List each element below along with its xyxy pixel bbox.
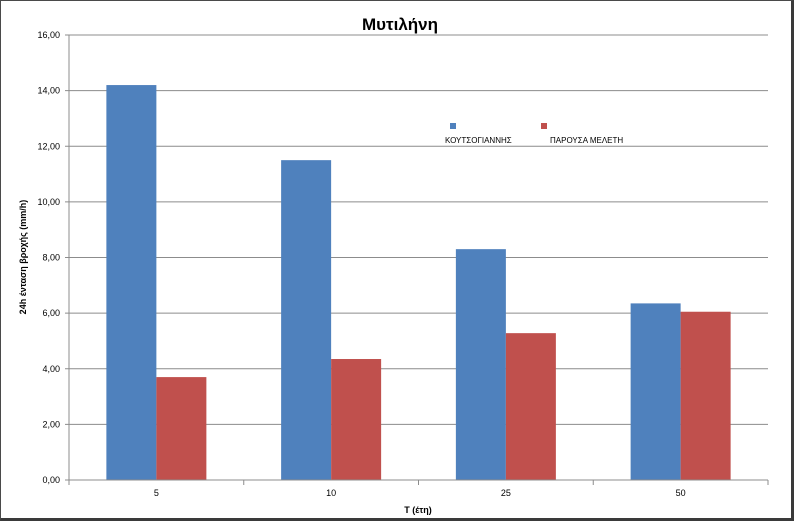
bar [680, 311, 731, 480]
legend-label: ΚΟΥΤΣΟΓΙΑΝΝΗΣ [445, 136, 512, 145]
legend: ΚΟΥΤΣΟΓΙΑΝΝΗΣ ΠΑΡΟΥΣΑ ΜΕΛΕΤΗ [445, 123, 623, 145]
x-axis-label: T (έτη) [404, 505, 432, 515]
legend-swatch [541, 123, 547, 129]
bar [156, 377, 207, 480]
x-tick-labels: 5 10 25 50 [68, 480, 769, 498]
y-tick-label: 8,00 [42, 253, 60, 263]
y-tick-label: 14,00 [37, 86, 60, 96]
y-tick-labels: 0,00 2,00 4,00 6,00 8,00 10,00 12,00 14,00 16,00 [37, 30, 60, 485]
legend-swatch [450, 123, 456, 129]
y-tick-label: 16,00 [37, 30, 60, 40]
x-tick-label: 10 [326, 488, 336, 498]
legend-label: ΠΑΡΟΥΣΑ ΜΕΛΕΤΗ [550, 136, 623, 145]
y-tick-label: 12,00 [37, 141, 60, 151]
bar [630, 303, 681, 480]
bar [455, 249, 506, 480]
y-tick-label: 4,00 [42, 364, 60, 374]
bar [106, 85, 157, 480]
y-tick-label: 0,00 [42, 475, 60, 485]
bars [106, 85, 731, 480]
bar [505, 333, 556, 480]
bar [281, 160, 332, 480]
x-tick-label: 25 [501, 488, 511, 498]
x-tick-label: 50 [676, 488, 686, 498]
x-tick-label: 5 [154, 488, 159, 498]
y-tick-label: 6,00 [42, 308, 60, 318]
y-tick-label: 2,00 [42, 419, 60, 429]
chart-title: Μυτιλήνη [362, 15, 438, 34]
y-tick-label: 10,00 [37, 197, 60, 207]
bar [331, 359, 382, 480]
y-axis-label: 24h ένταση βροχής (mm/h) [18, 200, 28, 315]
